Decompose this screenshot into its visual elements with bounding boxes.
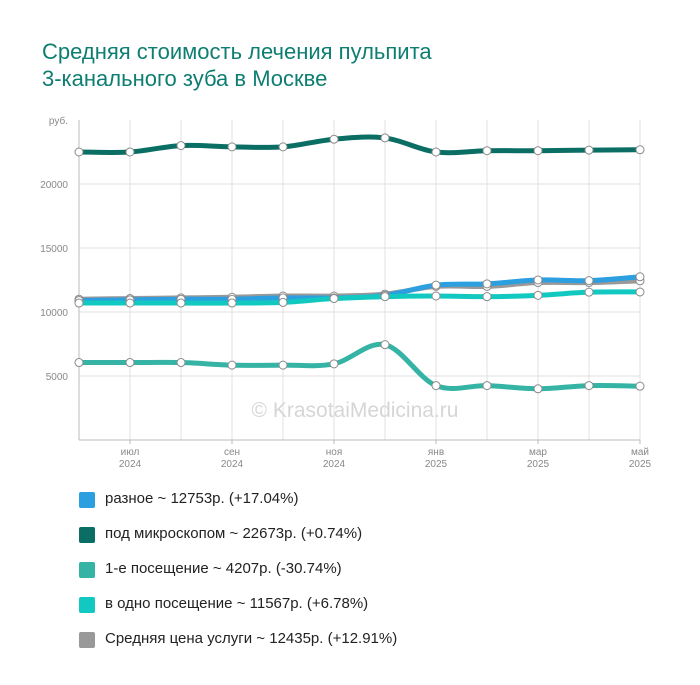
x-tick-label-month: ноя (326, 447, 343, 458)
x-tick-label-month: сен (224, 447, 240, 458)
data-point (431, 147, 441, 157)
data-point (125, 147, 135, 157)
chart-title: Средняя стоимость лечения пульпита 3-кан… (42, 38, 662, 92)
data-point (635, 381, 645, 391)
data-point (431, 381, 441, 391)
data-point (74, 147, 84, 157)
line-chart: 5000100001500020000руб.июл2024сен2024ноя… (40, 115, 652, 470)
data-point (329, 294, 339, 304)
legend-swatch (79, 562, 95, 578)
x-tick-label-year: 2024 (221, 459, 244, 470)
legend-swatch (79, 597, 95, 613)
data-point (533, 275, 543, 285)
legend-swatch (79, 492, 95, 508)
legend-label: под микроскопом ~ 22673р. (+0.74%) (105, 525, 363, 542)
y-axis-unit-label: руб. (49, 115, 68, 127)
data-point (584, 287, 594, 297)
data-point (482, 279, 492, 289)
x-tick-label-year: 2025 (527, 459, 550, 470)
data-point (533, 384, 543, 394)
legend-label: в одно посещение ~ 11567р. (+6.78%) (105, 595, 369, 612)
series-line-4 (76, 134, 643, 156)
data-point (227, 298, 237, 308)
data-point (278, 297, 288, 307)
data-point (482, 292, 492, 302)
data-point (584, 145, 594, 155)
data-point (329, 359, 339, 369)
data-point (635, 272, 645, 282)
data-point (584, 276, 594, 286)
data-point (125, 358, 135, 368)
chart-title-line-2: 3-канального зуба в Москве (42, 66, 328, 91)
y-tick-label: 10000 (40, 308, 68, 319)
legend-swatch (79, 632, 95, 648)
data-point (380, 292, 390, 302)
data-point (125, 298, 135, 308)
x-tick-label-month: май (631, 447, 649, 458)
data-point (635, 145, 645, 155)
y-tick-label: 20000 (40, 180, 68, 191)
chart-title-line-1: Средняя стоимость лечения пульпита (42, 39, 432, 64)
legend-label: Средняя цена услуги ~ 12435р. (+12.91%) (105, 630, 398, 647)
x-tick-label-year: 2024 (323, 459, 346, 470)
data-point (431, 280, 441, 290)
y-tick-label: 15000 (40, 244, 68, 255)
data-point (74, 298, 84, 308)
x-tick-label-year: 2025 (629, 459, 652, 470)
data-point (431, 291, 441, 301)
y-tick-label: 5000 (46, 372, 69, 383)
x-tick-label-year: 2025 (425, 459, 448, 470)
x-tick-label-year: 2024 (119, 459, 142, 470)
legend-swatch (79, 527, 95, 543)
data-point (584, 381, 594, 391)
data-point (227, 360, 237, 370)
data-point (74, 358, 84, 368)
data-point (482, 146, 492, 156)
x-tick-label-month: июл (121, 447, 140, 458)
data-point (329, 134, 339, 144)
data-point (176, 141, 186, 151)
x-tick-label-month: мар (529, 447, 547, 458)
data-point (278, 360, 288, 370)
data-point (533, 290, 543, 300)
series-line-3 (76, 341, 643, 392)
data-point (533, 146, 543, 156)
data-point (278, 142, 288, 152)
data-point (176, 298, 186, 308)
watermark: © KrasotaiMedicina.ru (252, 399, 459, 422)
x-tick-label-month: янв (428, 447, 444, 458)
data-point (227, 142, 237, 152)
legend-label: 1-е посещение ~ 4207р. (-30.74%) (105, 560, 342, 577)
data-point (176, 358, 186, 368)
data-point (380, 340, 390, 350)
data-point (635, 287, 645, 297)
data-point (380, 133, 390, 143)
data-point (482, 381, 492, 391)
legend-label: разное ~ 12753р. (+17.04%) (105, 490, 299, 507)
